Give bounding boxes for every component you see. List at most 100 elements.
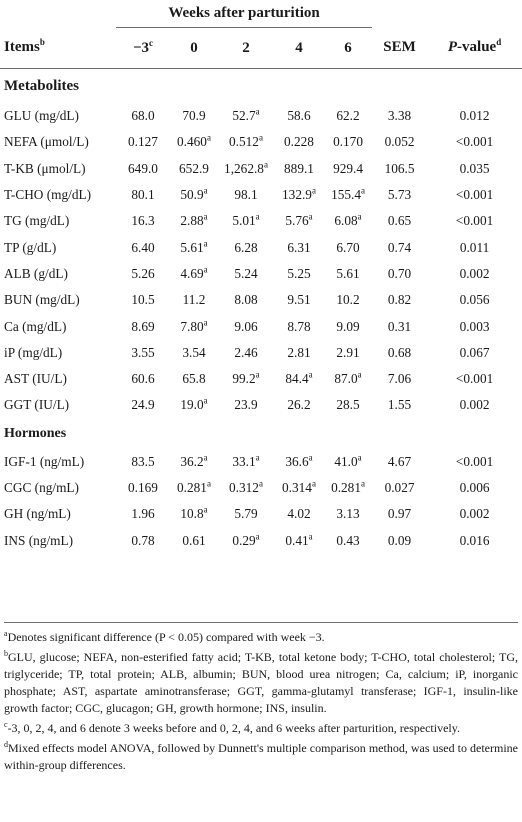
value-cell: 0.61 xyxy=(170,527,218,553)
significance-marker: a xyxy=(203,211,208,222)
pvalue-cell: <0.001 xyxy=(455,453,494,469)
footnotes: aDenotes significant difference (P < 0.0… xyxy=(4,622,518,777)
value-text: 0.312 xyxy=(229,480,259,495)
value-text: 11.2 xyxy=(182,292,206,308)
value-text: 0.43 xyxy=(336,532,360,548)
row-item-label: IGF-1 (ng/mL) xyxy=(4,453,85,469)
significance-marker: a xyxy=(203,317,208,328)
significance-marker: a xyxy=(203,452,208,463)
value-text: 652.9 xyxy=(179,160,209,176)
value-cell: 4.02 xyxy=(274,501,324,527)
value-cell: 2.88a xyxy=(170,208,218,234)
value-cell: 33.1a xyxy=(218,449,274,475)
significance-marker: a xyxy=(255,369,260,380)
pvalue-cell: 0.002 xyxy=(459,265,490,281)
table-row: IGF-1 (ng/mL) 83.5 36.2a 33.1a 36.6a 41.0a 4.6… xyxy=(0,449,522,475)
header-row-weeks: Weeks after parturition xyxy=(0,0,522,28)
table-row: INS (ng/mL) 0.78 0.61 0.29a 0.41a 0.43 0.09 0.0… xyxy=(0,527,522,553)
table-body: Metabolites GLU (mg/dL) 68.0 70.9 52.7a 58.6 6… xyxy=(0,69,522,554)
significance-marker: a xyxy=(258,478,263,489)
value-cell: 2.46 xyxy=(218,340,274,366)
value-cell: 9.09 xyxy=(324,313,372,339)
value-text: 6.70 xyxy=(336,239,360,255)
table-row: GGT (IU/L) 24.9 19.0a 23.9 26.2 28.5 1.55 0.002 xyxy=(0,392,522,418)
footnote: c-3, 0, 2, 4, and 6 denote 3 weeks befor… xyxy=(4,720,518,737)
value-cell: 652.9 xyxy=(170,156,218,182)
value-text: 98.1 xyxy=(234,187,258,203)
value-text: 23.9 xyxy=(234,397,258,413)
col-week-0: 0 xyxy=(190,39,198,56)
value-text: 8.08 xyxy=(234,292,258,308)
value-cell: 65.8 xyxy=(170,366,218,392)
significance-marker: a xyxy=(360,478,365,489)
value-text: 0.78 xyxy=(131,532,155,548)
value-cell: 9.51 xyxy=(274,287,324,313)
value-cell: 8.78 xyxy=(274,313,324,339)
value-text: 4.02 xyxy=(287,506,311,522)
footnote-text: GLU, glucose; NEFA, non-esterified fatty… xyxy=(4,650,518,715)
value-text: 5.25 xyxy=(287,265,311,281)
value-cell: 6.28 xyxy=(218,234,274,260)
value-cell: 0.281a xyxy=(324,475,372,501)
section-title: Hormones xyxy=(4,425,67,441)
row-item-label: Ca (mg/dL) xyxy=(4,318,67,334)
value-cell: 5.26 xyxy=(116,261,170,287)
value-cell: 929.4 xyxy=(324,156,372,182)
value-cell: 52.7a xyxy=(218,103,274,129)
value-text: 0.61 xyxy=(182,532,206,548)
value-cell: 11.2 xyxy=(170,287,218,313)
significance-marker: a xyxy=(308,211,313,222)
value-cell: 2.91 xyxy=(324,340,372,366)
sem-cell: 7.06 xyxy=(387,371,412,387)
value-text: 132.9 xyxy=(282,187,312,203)
value-text: 5.01 xyxy=(232,213,256,229)
value-text: 80.1 xyxy=(131,187,155,203)
value-cell: 19.0a xyxy=(170,392,218,418)
row-item-label: TP (g/dL) xyxy=(4,239,57,255)
significance-marker: a xyxy=(255,531,260,542)
footnote-text: Mixed effects model ANOVA, followed by D… xyxy=(4,741,518,772)
value-cell: 83.5 xyxy=(116,449,170,475)
significance-marker: a xyxy=(203,395,208,406)
value-cell: 0.169 xyxy=(116,475,170,501)
pvalue-cell: 0.006 xyxy=(459,480,490,495)
value-cell: 24.9 xyxy=(116,392,170,418)
value-text: 5.76 xyxy=(285,213,309,229)
value-cell: 5.25 xyxy=(274,261,324,287)
value-cell: 62.2 xyxy=(324,103,372,129)
value-cell: 155.4a xyxy=(324,182,372,208)
significance-marker: a xyxy=(308,452,313,463)
row-item-label: TG (mg/dL) xyxy=(4,213,70,229)
value-text: 9.51 xyxy=(287,292,311,308)
significance-marker: a xyxy=(255,106,260,117)
value-text: 0.512 xyxy=(229,134,259,150)
value-text: 0.460 xyxy=(177,134,207,150)
significance-marker: a xyxy=(308,531,313,542)
value-text: 58.6 xyxy=(287,108,311,124)
value-text: 5.24 xyxy=(234,265,258,281)
pvalue-cell: 0.035 xyxy=(459,160,490,176)
value-text: 6.31 xyxy=(287,239,311,255)
sem-cell: 0.74 xyxy=(387,239,412,255)
value-text: 68.0 xyxy=(131,108,155,124)
value-text: 0.228 xyxy=(284,134,314,150)
table-row: T-KB (μmol/L) 649.0 652.9 1,262.8a 889.1 929.… xyxy=(0,156,522,182)
significance-marker: a xyxy=(357,452,362,463)
sem-cell: 5.73 xyxy=(387,187,412,203)
value-cell: 0.170 xyxy=(324,129,372,155)
value-cell: 68.0 xyxy=(116,103,170,129)
value-text: 8.78 xyxy=(287,318,311,334)
value-cell: 0.29a xyxy=(218,527,274,553)
value-cell: 58.6 xyxy=(274,103,324,129)
value-text: 36.6 xyxy=(285,453,309,469)
value-cell: 36.6a xyxy=(274,449,324,475)
table-row: NEFA (μmol/L) 0.127 0.460a 0.512a 0.228 0.170… xyxy=(0,129,522,155)
value-cell: 50.9a xyxy=(170,182,218,208)
significance-marker: a xyxy=(206,133,211,144)
row-item-label: BUN (mg/dL) xyxy=(4,292,80,308)
footnote-marker: c xyxy=(4,720,8,729)
pvalue-cell: <0.001 xyxy=(455,187,494,203)
value-text: 6.40 xyxy=(131,239,155,255)
row-item-label: INS (ng/mL) xyxy=(4,532,74,548)
sem-cell: 3.38 xyxy=(387,108,412,124)
